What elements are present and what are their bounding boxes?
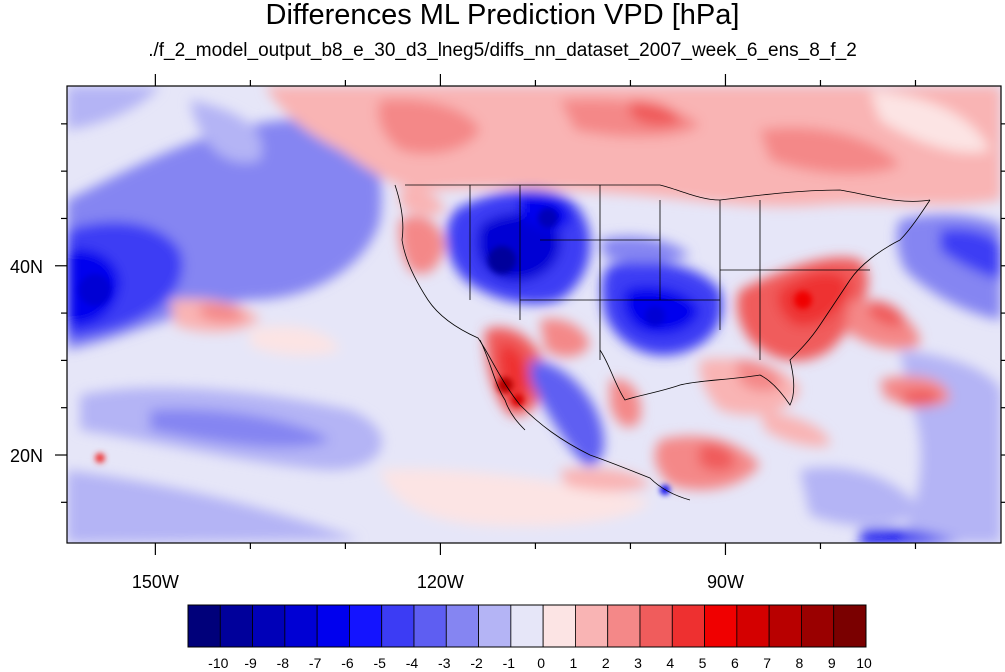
colorbar-label: 1 (570, 655, 578, 671)
colorbar: -10 -9 -8 -7 -6 -5 -4 -3 -2 -1 0 1 2 3 4 5 6 7 8 9 10 (187, 604, 872, 671)
colorbar-label: 5 (699, 655, 707, 671)
colorbar-label: -1 (503, 655, 516, 671)
lat-tick-label: 20N (10, 446, 43, 466)
colorbar-box (671, 604, 705, 648)
lon-tick-label: 90W (707, 572, 744, 592)
colorbar-box (284, 604, 318, 648)
colorbar-label: -8 (277, 655, 290, 671)
colorbar-box (187, 604, 221, 648)
colorbar-box (381, 604, 415, 648)
colorbar-label: 6 (731, 655, 739, 671)
colorbar-box (316, 604, 350, 648)
lon-tick-label: 150W (132, 572, 179, 592)
colorbar-box (349, 604, 383, 648)
colorbar-label: 3 (634, 655, 642, 671)
colorbar-label: -5 (373, 655, 386, 671)
colorbar-label: -2 (470, 655, 483, 671)
colorbar-box (413, 604, 447, 648)
colorbar-label: 2 (602, 655, 610, 671)
colorbar-label: -4 (406, 655, 419, 671)
colorbar-box (704, 604, 738, 648)
colorbar-label: -10 (208, 655, 228, 671)
colorbar-label: 9 (828, 655, 836, 671)
colorbar-box (478, 604, 512, 648)
colorbar-label: -7 (309, 655, 322, 671)
colorbar-box (510, 604, 544, 648)
colorbar-box (219, 604, 253, 648)
colorbar-box (801, 604, 835, 648)
colorbar-box (445, 604, 479, 648)
colorbar-box (736, 604, 770, 648)
map-subtitle: ./f_2_model_output_b8_e_30_d3_lneg5/diff… (148, 40, 857, 61)
lat-tick-label: 40N (10, 257, 43, 277)
colorbar-label: -3 (438, 655, 451, 671)
colorbar-label: 7 (763, 655, 771, 671)
colorbar-box (252, 604, 286, 648)
colorbar-box (575, 604, 609, 648)
colorbar-box (833, 604, 867, 648)
colorbar-label: 4 (666, 655, 674, 671)
map-axis-ticks: 150W 120W 90W 40N 20N (10, 74, 1005, 592)
lon-tick-label: 120W (417, 572, 464, 592)
map-title: Differences ML Prediction VPD [hPa] (265, 0, 740, 31)
colorbar-box (768, 604, 802, 648)
colorbar-label: 8 (796, 655, 804, 671)
colorbar-label: 10 (856, 655, 872, 671)
colorbar-box (542, 604, 576, 648)
colorbar-label: -6 (341, 655, 354, 671)
map-frame (66, 85, 1002, 544)
colorbar-label: 0 (537, 655, 545, 671)
map-field (67, 86, 1001, 543)
colorbar-label: -9 (244, 655, 257, 671)
colorbar-box (639, 604, 673, 648)
colorbar-box (607, 604, 641, 648)
